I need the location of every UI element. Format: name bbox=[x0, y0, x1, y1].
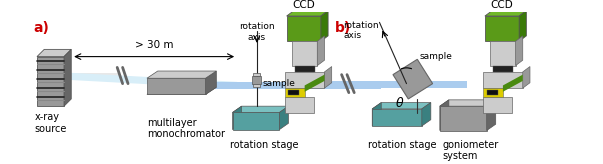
Polygon shape bbox=[372, 102, 381, 126]
Polygon shape bbox=[372, 102, 431, 109]
Text: sample: sample bbox=[420, 52, 453, 61]
Polygon shape bbox=[516, 36, 523, 66]
Polygon shape bbox=[440, 100, 449, 131]
Polygon shape bbox=[64, 49, 71, 106]
Polygon shape bbox=[483, 97, 512, 113]
Polygon shape bbox=[485, 16, 519, 41]
Polygon shape bbox=[71, 73, 237, 89]
Polygon shape bbox=[321, 11, 328, 41]
Polygon shape bbox=[483, 72, 523, 88]
Polygon shape bbox=[487, 90, 497, 95]
Polygon shape bbox=[206, 71, 216, 94]
Polygon shape bbox=[71, 73, 120, 80]
Polygon shape bbox=[485, 11, 526, 16]
Polygon shape bbox=[285, 88, 305, 97]
Polygon shape bbox=[292, 41, 317, 66]
Text: b): b) bbox=[335, 20, 351, 35]
Polygon shape bbox=[37, 57, 64, 106]
Polygon shape bbox=[487, 100, 496, 131]
Polygon shape bbox=[305, 75, 324, 92]
Polygon shape bbox=[147, 87, 216, 94]
Polygon shape bbox=[493, 66, 513, 72]
Polygon shape bbox=[332, 81, 467, 88]
Polygon shape bbox=[147, 71, 216, 78]
Polygon shape bbox=[490, 41, 516, 66]
Polygon shape bbox=[483, 88, 503, 97]
Polygon shape bbox=[253, 84, 260, 87]
Polygon shape bbox=[233, 106, 242, 130]
Text: rotation stage: rotation stage bbox=[368, 140, 436, 150]
Text: sample: sample bbox=[262, 79, 295, 88]
Polygon shape bbox=[523, 67, 530, 88]
Text: rotation
axis: rotation axis bbox=[239, 22, 275, 42]
Polygon shape bbox=[324, 67, 332, 88]
Text: a): a) bbox=[33, 20, 49, 35]
Polygon shape bbox=[253, 73, 260, 76]
Text: x-ray
source: x-ray source bbox=[34, 113, 67, 134]
Polygon shape bbox=[206, 82, 381, 89]
Polygon shape bbox=[233, 113, 279, 130]
Polygon shape bbox=[519, 11, 526, 41]
Polygon shape bbox=[279, 106, 288, 130]
Text: rotation stage: rotation stage bbox=[230, 140, 298, 150]
Text: CCD: CCD bbox=[292, 0, 315, 10]
Polygon shape bbox=[393, 59, 432, 99]
Text: multilayer
monochromator: multilayer monochromator bbox=[147, 118, 225, 140]
Text: rotation
axis: rotation axis bbox=[343, 20, 379, 40]
Polygon shape bbox=[285, 97, 314, 113]
Polygon shape bbox=[440, 106, 487, 131]
Polygon shape bbox=[286, 11, 328, 16]
Polygon shape bbox=[288, 90, 299, 95]
Polygon shape bbox=[37, 49, 71, 57]
Polygon shape bbox=[147, 78, 206, 94]
Polygon shape bbox=[503, 75, 523, 92]
Polygon shape bbox=[286, 16, 321, 41]
Polygon shape bbox=[422, 102, 431, 126]
Polygon shape bbox=[372, 109, 422, 126]
Polygon shape bbox=[440, 100, 496, 106]
Polygon shape bbox=[253, 76, 261, 84]
Text: $\theta$: $\theta$ bbox=[394, 96, 404, 110]
Polygon shape bbox=[317, 36, 324, 66]
Text: CCD: CCD bbox=[491, 0, 513, 10]
Text: goniometer
system: goniometer system bbox=[443, 140, 499, 161]
Text: > 30 m: > 30 m bbox=[135, 40, 174, 50]
Polygon shape bbox=[295, 66, 315, 72]
Polygon shape bbox=[285, 72, 324, 88]
Polygon shape bbox=[233, 106, 288, 113]
